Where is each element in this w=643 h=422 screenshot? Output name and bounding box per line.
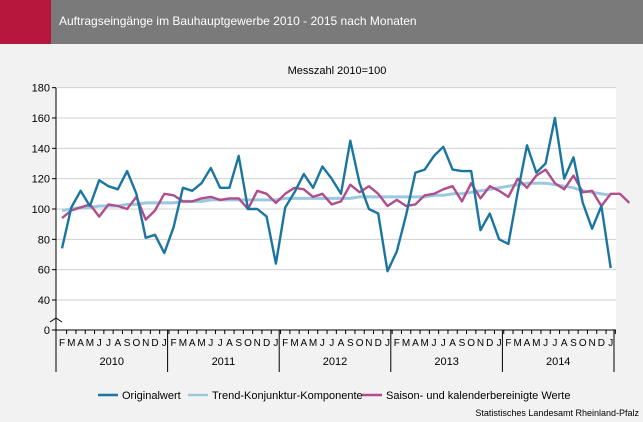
month-label: S (235, 338, 242, 349)
month-label: J (552, 338, 557, 349)
y-tick-label: 40 (38, 295, 50, 307)
month-label: N (588, 338, 595, 349)
month-label: J (273, 338, 278, 349)
legend-label: Saison- und kalenderbereinigte Werte (386, 390, 570, 402)
month-label: N (142, 338, 149, 349)
month-label: A (189, 338, 196, 349)
month-label: J (218, 338, 223, 349)
month-label: F (282, 338, 288, 349)
month-label: A (226, 338, 233, 349)
y-axis: 0 40 60 80 100 120 140 160 180 (32, 83, 63, 337)
month-label: A (449, 338, 456, 349)
month-label: O (244, 338, 252, 349)
header-bar: Auftragseingänge im Bauhauptgewerbe 2010… (0, 0, 643, 44)
series-line (61, 168, 631, 221)
series-lines (60, 116, 631, 273)
month-label: A (300, 338, 307, 349)
month-label: M (532, 338, 540, 349)
month-label: J (385, 338, 390, 349)
month-label: A (412, 338, 419, 349)
month-label: M (290, 338, 298, 349)
month-label: N (365, 338, 372, 349)
legend-label: Originalwert (122, 390, 181, 402)
month-label: F (394, 338, 400, 349)
month-label: F (505, 338, 511, 349)
month-label: J (497, 338, 502, 349)
y-tick-label: 100 (32, 204, 50, 216)
y-tick-label: 180 (32, 83, 50, 95)
y-tick-label: 0 (44, 325, 50, 337)
month-label: M (197, 338, 205, 349)
month-label: J (320, 338, 325, 349)
month-label: M (179, 338, 187, 349)
month-label: M (86, 338, 94, 349)
y-tick-label: 80 (38, 234, 50, 246)
accent-block (0, 0, 51, 44)
y-tick-label: 120 (32, 174, 50, 186)
month-label: A (524, 338, 531, 349)
month-label: M (402, 338, 410, 349)
y-tick-label: 160 (32, 113, 50, 125)
month-label: A (77, 338, 84, 349)
month-label: D (486, 338, 493, 349)
month-label: M (421, 338, 429, 349)
month-label: M (67, 338, 75, 349)
month-label: S (124, 338, 131, 349)
chart-title: Auftragseingänge im Bauhauptgewerbe 2010… (59, 14, 417, 28)
year-label: 2014 (546, 356, 570, 368)
year-label: 2011 (212, 356, 236, 368)
month-label: S (459, 338, 466, 349)
month-label: S (347, 338, 354, 349)
month-label: J (208, 338, 213, 349)
month-label: O (579, 338, 587, 349)
y-tick-label: 140 (32, 143, 50, 155)
month-label: D (151, 338, 158, 349)
month-label: A (561, 338, 568, 349)
month-label: M (309, 338, 317, 349)
month-label: J (97, 338, 102, 349)
y-tick-label: 60 (38, 265, 50, 277)
source-note: Statistisches Landesamt Rheinland-Pfalz (475, 408, 639, 418)
month-label: J (162, 338, 167, 349)
month-label: D (598, 338, 605, 349)
axis-break-mark (49, 317, 63, 323)
grid-lines (56, 87, 616, 301)
month-label: J (441, 338, 446, 349)
year-label: 2012 (323, 356, 347, 368)
month-label: J (543, 338, 548, 349)
month-label: O (467, 338, 475, 349)
legend: Originalwert Trend-Konjunktur-Komponente S… (98, 390, 570, 402)
year-label: 2010 (100, 356, 124, 368)
month-label: J (329, 338, 334, 349)
series-line (60, 116, 612, 273)
month-label: A (338, 338, 345, 349)
month-label: S (570, 338, 577, 349)
chart-subtitle: Messzahl 2010=100 (288, 65, 387, 77)
month-label: J (432, 338, 437, 349)
month-label: N (254, 338, 261, 349)
year-label: 2013 (434, 356, 458, 368)
month-label: F (59, 338, 65, 349)
month-label: O (356, 338, 364, 349)
legend-label: Trend-Konjunktur-Komponente (212, 390, 363, 402)
month-label: M (514, 338, 522, 349)
month-label: J (106, 338, 111, 349)
month-label: J (608, 338, 613, 349)
month-label: D (375, 338, 382, 349)
month-label: A (114, 338, 121, 349)
month-label: F (171, 338, 177, 349)
month-label: N (477, 338, 484, 349)
month-label: O (133, 338, 141, 349)
month-label: D (263, 338, 270, 349)
